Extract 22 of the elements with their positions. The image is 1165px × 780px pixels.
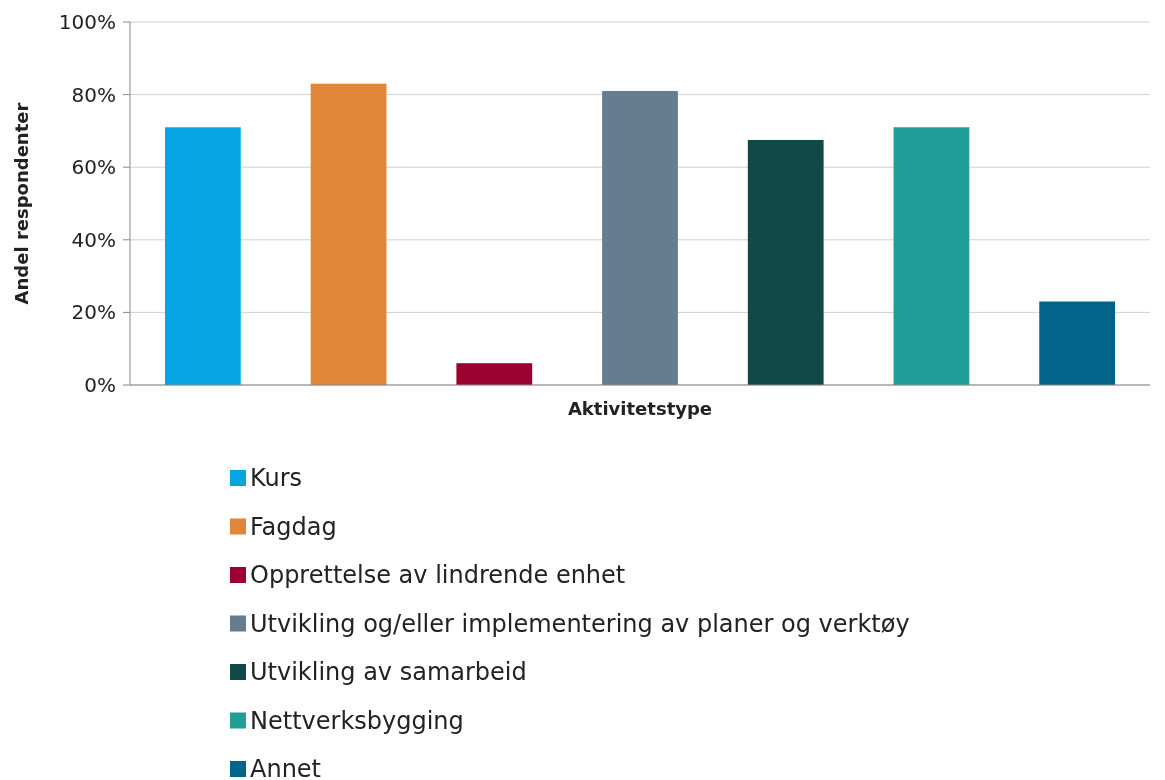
bar [456,363,533,385]
y-tick-label: 80% [71,82,116,107]
bar [310,83,387,385]
x-axis-title: Aktivitetstype [567,398,713,419]
legend-label: Kurs [250,464,303,493]
y-axis-title: Andel respondenter [11,102,32,305]
y-tick-label: 40% [71,227,116,252]
bar [602,90,678,385]
legend-label: Utvikling og/eller implementering av planer og verktøy [250,609,910,638]
legend-label: Nettverksbygging [250,706,464,735]
legend-label: Utvikling av samarbeid [250,658,527,687]
legend-label: Fagdag [250,512,337,541]
y-tick-label: 60% [71,155,116,180]
bar [893,127,970,385]
bar [1039,301,1116,385]
legend-label: Opprettelse av lindrende enhet [250,561,626,590]
y-tick-label: 20% [71,300,116,325]
legend-label: Annet [250,755,322,780]
bar [747,139,824,385]
y-tick-label: 100% [58,10,116,34]
y-tick-label: 0% [84,373,116,397]
bar [164,127,241,385]
